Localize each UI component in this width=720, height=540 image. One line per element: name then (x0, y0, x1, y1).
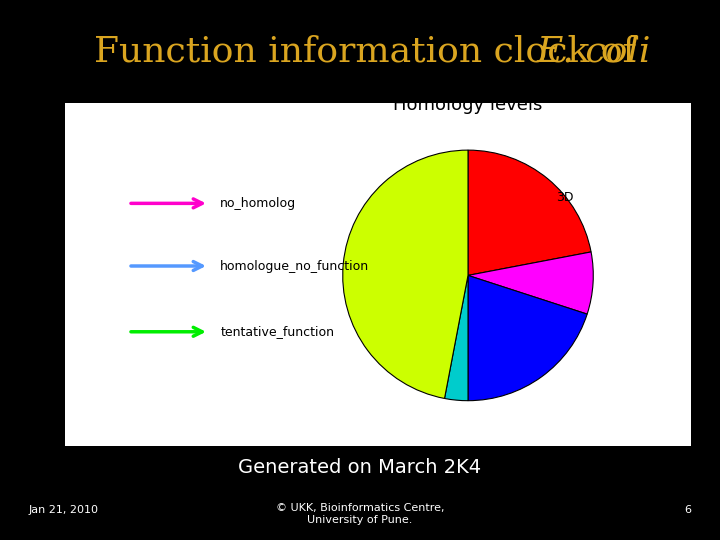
Title: Homology levels: Homology levels (393, 97, 543, 114)
Text: E. coli: E. coli (536, 35, 651, 68)
Text: Generated by GeneQuiz.: Generated by GeneQuiz. (503, 476, 640, 486)
Wedge shape (468, 150, 591, 275)
Text: tentative_function: tentative_function (220, 325, 334, 338)
Wedge shape (444, 275, 468, 401)
Text: Function information clock of: Function information clock of (94, 35, 647, 68)
Wedge shape (468, 252, 593, 314)
Text: clear_function: clear_function (386, 457, 474, 470)
Text: no_homolog: no_homolog (220, 197, 297, 210)
Text: homologue_no_function: homologue_no_function (220, 260, 369, 273)
Text: © UKK, Bioinformatics Centre,
University of Pune.: © UKK, Bioinformatics Centre, University… (276, 503, 444, 525)
Wedge shape (468, 275, 587, 401)
Wedge shape (343, 150, 468, 399)
Text: Generated on March 2K4: Generated on March 2K4 (238, 457, 482, 477)
Text: 6: 6 (684, 505, 691, 515)
Text: 3D: 3D (556, 191, 573, 204)
Text: Jan 21, 2010: Jan 21, 2010 (29, 505, 99, 515)
